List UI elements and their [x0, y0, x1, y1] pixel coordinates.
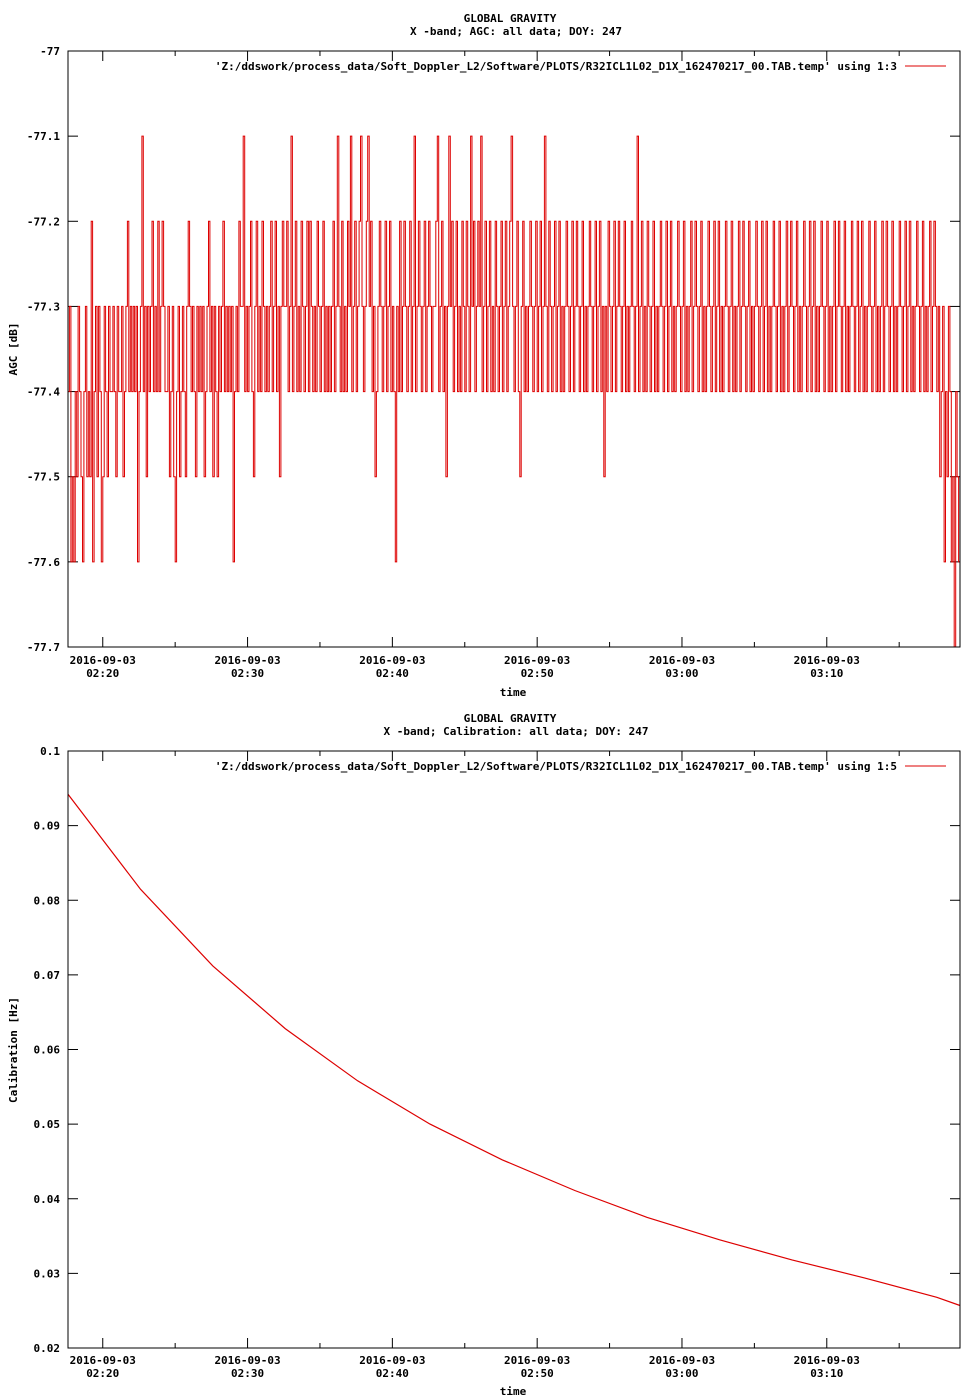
agc-y-axis-label: AGC [dB] — [7, 323, 20, 376]
agc-y-tick-label: -77.2 — [27, 215, 60, 228]
cal-x-tick-date: 2016-09-03 — [649, 1354, 715, 1367]
agc-y-tick-label: -77.6 — [27, 556, 60, 569]
cal-x-tick-date: 2016-09-03 — [214, 1354, 280, 1367]
agc-title-line1: GLOBAL GRAVITY — [464, 12, 557, 25]
cal-y-tick-label: 0.03 — [34, 1267, 61, 1280]
agc-x-tick-date: 2016-09-03 — [359, 654, 425, 667]
cal-y-tick-label: 0.09 — [34, 820, 61, 833]
calibration-panel: GLOBAL GRAVITY X -band; Calibration: all… — [7, 712, 961, 1398]
agc-x-axis-label: time — [500, 686, 527, 699]
agc-x-tick-time: 02:20 — [86, 667, 119, 680]
cal-x-tick-date: 2016-09-03 — [794, 1354, 860, 1367]
agc-series-line — [68, 135, 961, 648]
cal-x-tick-date: 2016-09-03 — [504, 1354, 570, 1367]
cal-y-ticks: 0.1 0.09 0.08 0.07 0.06 0.05 0.04 0.03 0.02 — [34, 745, 960, 1355]
cal-title-line2: X -band; Calibration: all data; DOY: 247 — [384, 725, 649, 738]
agc-y-tick-label: -77.5 — [27, 471, 60, 484]
cal-series-line — [67, 793, 961, 1307]
cal-y-tick-label: 0.08 — [34, 894, 61, 907]
agc-plot-frame — [67, 50, 961, 648]
agc-y-tick-label: -77 — [40, 45, 60, 58]
cal-y-tick-label: 0.05 — [34, 1118, 61, 1131]
agc-y-tick-label: -77.4 — [27, 386, 60, 399]
cal-x-tick-time: 02:50 — [521, 1367, 554, 1380]
cal-x-tick-time: 02:40 — [376, 1367, 409, 1380]
agc-y-tick-label: -77.7 — [27, 641, 60, 654]
cal-title-line1: GLOBAL GRAVITY — [464, 712, 557, 725]
agc-x-tick-time: 03:00 — [665, 667, 698, 680]
cal-x-tick-time: 02:30 — [231, 1367, 264, 1380]
agc-x-tick-time: 03:10 — [810, 667, 843, 680]
cal-y-tick-label: 0.02 — [34, 1342, 61, 1355]
agc-title-line2: X -band; AGC: all data; DOY: 247 — [410, 25, 622, 38]
cal-legend-label: 'Z:/ddswork/process_data/Soft_Doppler_L2… — [215, 760, 897, 773]
cal-x-tick-time: 03:00 — [665, 1367, 698, 1380]
agc-y-tick-label: -77.1 — [27, 130, 60, 143]
cal-plot-frame — [67, 750, 961, 1349]
agc-y-tick-label: -77.3 — [27, 300, 60, 313]
agc-x-tick-time: 02:30 — [231, 667, 264, 680]
agc-x-tick-time: 02:40 — [376, 667, 409, 680]
agc-x-tick-date: 2016-09-03 — [214, 654, 280, 667]
cal-y-tick-label: 0.06 — [34, 1044, 61, 1057]
agc-x-tick-date: 2016-09-03 — [70, 654, 136, 667]
cal-y-tick-label: 0.07 — [34, 969, 61, 982]
cal-x-tick-date: 2016-09-03 — [70, 1354, 136, 1367]
agc-x-tick-time: 02:50 — [521, 667, 554, 680]
agc-y-ticks: -77 -77.1 -77.2 -77.3 -77.4 -77.5 -77.6 -77.7 — [27, 45, 960, 654]
cal-x-tick-date: 2016-09-03 — [359, 1354, 425, 1367]
cal-x-tick-time: 02:20 — [86, 1367, 119, 1380]
cal-x-axis-label: time — [500, 1385, 527, 1398]
cal-y-axis-label: Calibration [Hz] — [7, 997, 20, 1103]
agc-x-tick-date: 2016-09-03 — [649, 654, 715, 667]
agc-x-tick-date: 2016-09-03 — [504, 654, 570, 667]
cal-y-tick-label: 0.04 — [34, 1193, 61, 1206]
cal-x-tick-time: 03:10 — [810, 1367, 843, 1380]
agc-x-tick-date: 2016-09-03 — [794, 654, 860, 667]
cal-x-ticks: 2016-09-0302:202016-09-0302:302016-09-03… — [70, 751, 900, 1380]
agc-panel: GLOBAL GRAVITY X -band; AGC: all data; D… — [7, 12, 961, 699]
agc-legend-label: 'Z:/ddswork/process_data/Soft_Doppler_L2… — [215, 60, 897, 73]
agc-x-ticks: 2016-09-0302:202016-09-0302:302016-09-03… — [70, 51, 900, 680]
cal-y-tick-label: 0.1 — [40, 745, 60, 758]
